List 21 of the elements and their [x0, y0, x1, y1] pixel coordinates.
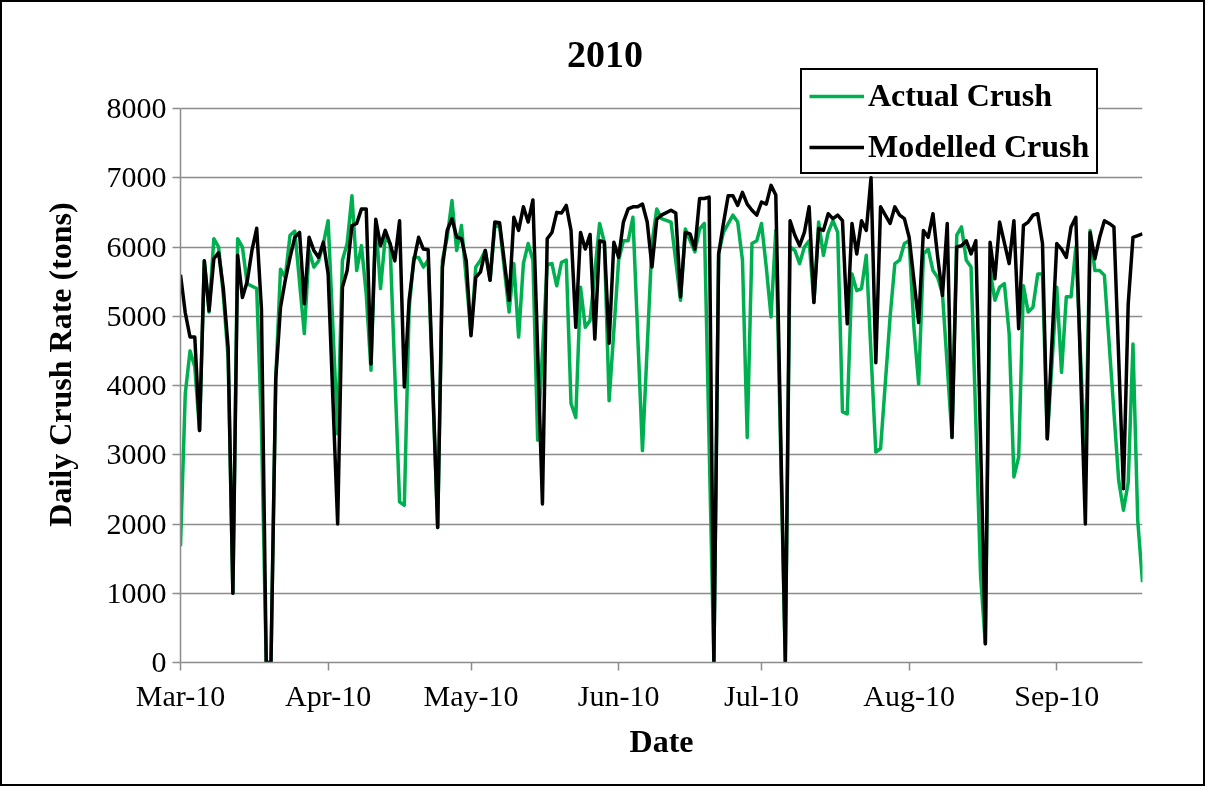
x-tick-label: Aug-10 [863, 678, 955, 712]
x-axis-title: Date [629, 722, 694, 759]
legend-label: Actual Crush [868, 77, 1053, 114]
y-tick-label: 6000 [106, 229, 167, 263]
y-tick-label: 4000 [106, 368, 167, 401]
x-tick-label: Jul-10 [724, 678, 800, 712]
y-tick-label: 0 [151, 645, 167, 678]
legend-label: Modelled Crush [868, 128, 1090, 165]
y-tick-label: 7000 [106, 160, 167, 194]
y-axis-title: Daily Crush Rate (tons) [41, 202, 78, 527]
y-tick-label: 5000 [106, 298, 167, 332]
chart-title: 2010 [567, 32, 643, 75]
x-tick-label: Apr-10 [285, 678, 372, 712]
x-tick-label: May-10 [423, 678, 519, 712]
y-tick-label: 8000 [106, 91, 167, 124]
y-tick-label: 3000 [106, 437, 167, 471]
y-tick-label: 1000 [106, 575, 167, 609]
x-tick-label: Jun-10 [577, 678, 660, 712]
y-tick-label: 2000 [106, 506, 167, 540]
x-tick-label: Mar-10 [135, 678, 226, 712]
x-tick-label: Sep-10 [1014, 678, 1100, 712]
